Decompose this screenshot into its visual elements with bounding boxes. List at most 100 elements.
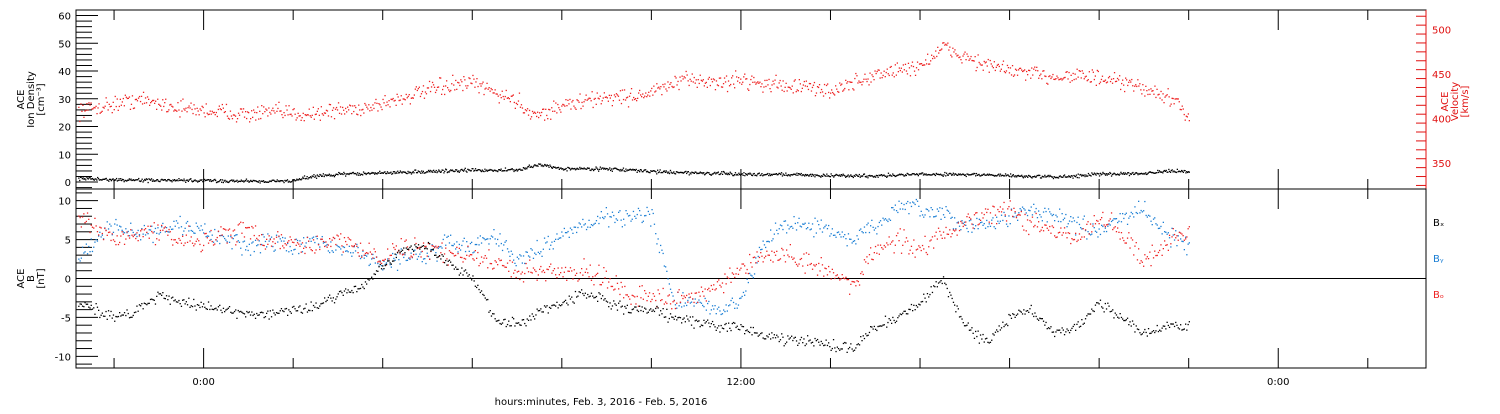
data-point — [153, 100, 154, 101]
data-point — [632, 99, 633, 100]
data-point — [664, 170, 665, 171]
data-point — [551, 305, 552, 306]
data-point — [825, 93, 826, 94]
data-point — [1018, 69, 1019, 70]
data-point — [806, 252, 807, 253]
data-point — [753, 77, 754, 78]
data-point — [672, 295, 673, 296]
data-point — [393, 247, 394, 248]
data-point — [89, 307, 90, 308]
data-point — [1132, 239, 1133, 240]
data-point — [403, 254, 404, 255]
data-point — [1168, 232, 1169, 233]
data-point — [966, 176, 967, 177]
data-point — [822, 231, 823, 232]
data-point — [402, 104, 403, 105]
data-point — [612, 105, 613, 106]
data-point — [194, 243, 195, 244]
data-point — [268, 107, 269, 108]
data-point — [866, 335, 867, 336]
data-point — [855, 285, 856, 286]
data-point — [636, 100, 637, 101]
data-point — [1158, 172, 1159, 173]
data-point — [965, 225, 966, 226]
data-point — [1175, 230, 1176, 231]
data-point — [507, 324, 508, 325]
data-point — [269, 318, 270, 319]
data-point — [1044, 208, 1045, 209]
data-point — [519, 254, 520, 255]
data-point — [419, 87, 420, 88]
data-point — [772, 261, 773, 262]
data-point — [1108, 174, 1109, 175]
data-point — [997, 209, 998, 210]
data-point — [122, 231, 123, 232]
data-point — [420, 256, 421, 257]
data-point — [423, 245, 424, 246]
data-point — [391, 255, 392, 256]
data-point — [559, 238, 560, 239]
data-point — [306, 242, 307, 243]
data-point — [992, 217, 993, 218]
data-point — [759, 247, 760, 248]
data-point — [507, 263, 508, 264]
data-point — [175, 239, 176, 240]
data-point — [633, 97, 634, 98]
data-point — [592, 225, 593, 226]
data-point — [503, 319, 504, 320]
data-point — [607, 287, 608, 288]
data-point — [194, 108, 195, 109]
data-point — [866, 224, 867, 225]
data-point — [245, 180, 246, 181]
data-point — [573, 106, 574, 107]
data-point — [651, 299, 652, 300]
data-point — [743, 292, 744, 293]
data-point — [147, 226, 148, 227]
data-point — [255, 318, 256, 319]
data-point — [143, 308, 144, 309]
data-point — [589, 168, 590, 169]
data-point — [528, 255, 529, 256]
data-point — [537, 112, 538, 113]
data-point — [554, 305, 555, 306]
data-point — [363, 171, 364, 172]
data-point — [902, 245, 903, 246]
data-point — [362, 109, 363, 110]
data-point — [937, 47, 938, 48]
data-point — [272, 246, 273, 247]
data-point — [403, 257, 404, 258]
data-point — [767, 84, 768, 85]
data-point — [859, 284, 860, 285]
data-point — [1146, 215, 1147, 216]
data-point — [617, 94, 618, 95]
data-point — [462, 274, 463, 275]
data-point — [534, 269, 535, 270]
data-point — [362, 286, 363, 287]
data-point — [387, 260, 388, 261]
data-point — [351, 256, 352, 257]
data-point — [606, 301, 607, 302]
data-point — [601, 298, 602, 299]
data-point — [129, 317, 130, 318]
data-point — [332, 300, 333, 301]
data-point — [964, 52, 965, 53]
data-point — [1031, 221, 1032, 222]
data-point — [323, 173, 324, 174]
data-point — [987, 209, 988, 210]
data-point — [1111, 221, 1112, 222]
data-point — [535, 113, 536, 114]
data-point — [561, 267, 562, 268]
data-point — [882, 325, 883, 326]
data-point — [957, 222, 958, 223]
data-point — [942, 208, 943, 209]
data-point — [621, 282, 622, 283]
data-point — [986, 220, 987, 221]
data-point — [952, 233, 953, 234]
data-point — [487, 267, 488, 268]
data-point — [357, 247, 358, 248]
data-point — [749, 254, 750, 255]
data-point — [1000, 206, 1001, 207]
data-point — [356, 174, 357, 175]
data-point — [588, 276, 589, 277]
data-point — [303, 308, 304, 309]
